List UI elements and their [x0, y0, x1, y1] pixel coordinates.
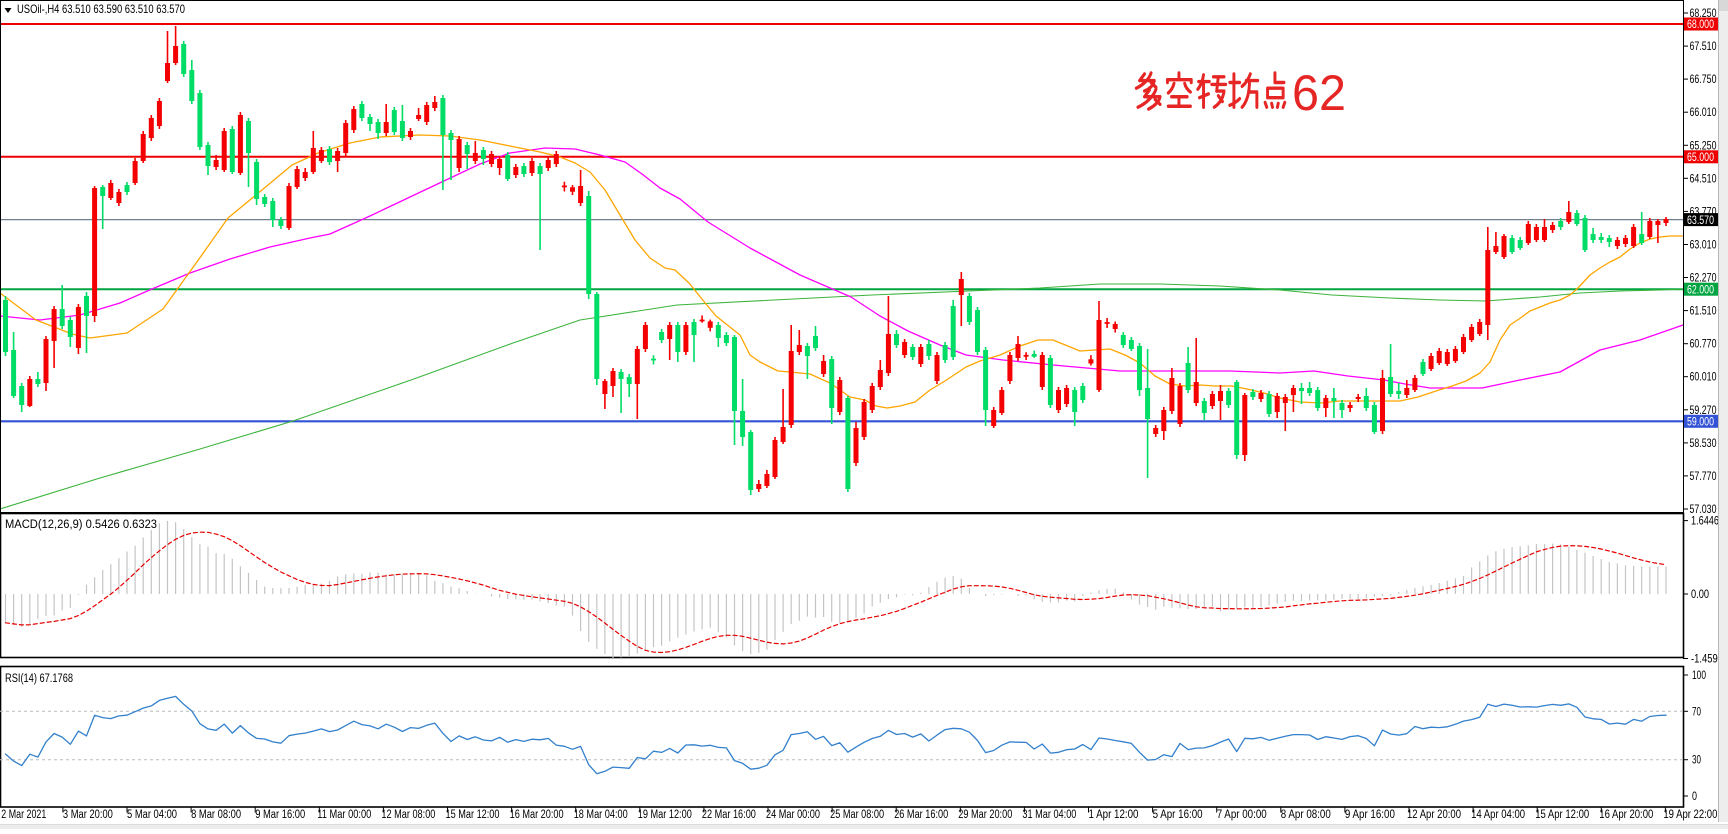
svg-text:59.000: 59.000 [1687, 417, 1714, 429]
svg-text:25 Mar 08:00: 25 Mar 08:00 [830, 809, 884, 821]
svg-text:11 Mar 00:00: 11 Mar 00:00 [317, 809, 371, 821]
svg-text:16 Mar 20:00: 16 Mar 20:00 [510, 809, 564, 821]
svg-text:62: 62 [1292, 65, 1346, 121]
svg-text:-1.4594: -1.4594 [1691, 654, 1723, 666]
svg-text:16 Apr 20:00: 16 Apr 20:00 [1599, 809, 1653, 821]
svg-text:26 Mar 16:00: 26 Mar 16:00 [894, 809, 948, 821]
svg-text:29 Mar 20:00: 29 Mar 20:00 [958, 809, 1012, 821]
svg-text:15 Mar 12:00: 15 Mar 12:00 [446, 809, 500, 821]
svg-text:62.270: 62.270 [1690, 273, 1717, 285]
svg-text:65.250: 65.250 [1690, 140, 1717, 152]
svg-text:70: 70 [1692, 706, 1701, 718]
svg-text:68.000: 68.000 [1687, 19, 1714, 31]
svg-text:5 Apr 16:00: 5 Apr 16:00 [1153, 809, 1203, 821]
svg-text:12 Mar 08:00: 12 Mar 08:00 [381, 809, 435, 821]
svg-text:68.250: 68.250 [1690, 8, 1717, 20]
svg-text:63.570: 63.570 [1687, 215, 1714, 227]
svg-text:30: 30 [1692, 755, 1701, 767]
svg-text:7 Apr 00:00: 7 Apr 00:00 [1217, 809, 1267, 821]
svg-text:19 Apr 22:00: 19 Apr 22:00 [1663, 809, 1717, 821]
svg-text:3 Mar 20:00: 3 Mar 20:00 [63, 809, 113, 821]
svg-text:8 Apr 08:00: 8 Apr 08:00 [1281, 809, 1331, 821]
svg-text:0.00: 0.00 [1691, 589, 1709, 601]
svg-text:65.000: 65.000 [1687, 152, 1714, 164]
svg-text:18 Mar 04:00: 18 Mar 04:00 [574, 809, 628, 821]
svg-text:60.770: 60.770 [1690, 339, 1717, 351]
svg-text:1.6446: 1.6446 [1691, 516, 1719, 528]
svg-text:63.010: 63.010 [1690, 240, 1717, 252]
svg-text:57.770: 57.770 [1690, 471, 1717, 483]
svg-text:14 Apr 04:00: 14 Apr 04:00 [1471, 809, 1525, 821]
svg-text:0: 0 [1692, 791, 1697, 803]
svg-text:62.000: 62.000 [1687, 284, 1714, 296]
svg-text:57.030: 57.030 [1690, 504, 1717, 516]
svg-text:61.510: 61.510 [1690, 306, 1717, 318]
svg-text:24 Mar 00:00: 24 Mar 00:00 [766, 809, 820, 821]
svg-text:9 Mar 16:00: 9 Mar 16:00 [255, 809, 305, 821]
svg-text:9 Apr 16:00: 9 Apr 16:00 [1345, 809, 1395, 821]
svg-text:67.510: 67.510 [1690, 41, 1717, 53]
svg-text:RSI(14) 67.1768: RSI(14) 67.1768 [5, 673, 73, 685]
svg-text:15 Apr 12:00: 15 Apr 12:00 [1535, 809, 1589, 821]
svg-text:2 Mar 2021: 2 Mar 2021 [1, 809, 46, 821]
svg-text:22 Mar 16:00: 22 Mar 16:00 [702, 809, 756, 821]
svg-text:12 Apr 20:00: 12 Apr 20:00 [1407, 809, 1461, 821]
svg-text:64.510: 64.510 [1690, 173, 1717, 185]
svg-text:31 Mar 04:00: 31 Mar 04:00 [1022, 809, 1076, 821]
svg-text:66.750: 66.750 [1690, 74, 1717, 86]
svg-text:MACD(12,26,9) 0.5426 0.6323: MACD(12,26,9) 0.5426 0.6323 [5, 519, 157, 531]
svg-text:19 Mar 12:00: 19 Mar 12:00 [638, 809, 692, 821]
svg-text:5 Mar 04:00: 5 Mar 04:00 [127, 809, 177, 821]
svg-text:58.530: 58.530 [1690, 438, 1717, 450]
svg-text:66.010: 66.010 [1690, 107, 1717, 119]
svg-text:60.010: 60.010 [1690, 372, 1717, 384]
svg-text:1 Apr 12:00: 1 Apr 12:00 [1089, 809, 1139, 821]
svg-text:USOil-,H4 63.510 63.590 63.51: USOil-,H4 63.510 63.590 63.510 63.570 [17, 2, 185, 16]
svg-text:100: 100 [1692, 670, 1706, 682]
svg-text:59.270: 59.270 [1690, 405, 1717, 417]
svg-text:8 Mar 08:00: 8 Mar 08:00 [191, 809, 241, 821]
